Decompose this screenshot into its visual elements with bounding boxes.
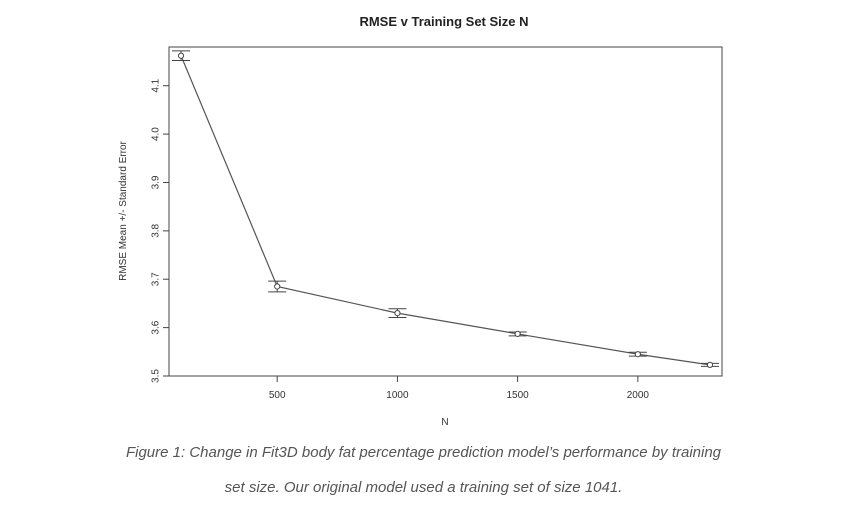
y-tick-label: 3.5 xyxy=(151,369,162,383)
data-point xyxy=(394,310,401,317)
x-axis-label: N xyxy=(441,417,448,428)
rmse-chart: RMSE v Training Set Size N 3.53.63.73.83… xyxy=(118,14,723,428)
x-tick-label: 2000 xyxy=(627,390,650,401)
x-tick-label: 1000 xyxy=(386,390,409,401)
data-point xyxy=(274,283,281,290)
plot-area-frame xyxy=(168,46,723,377)
y-axis-label: RMSE Mean +/- Standard Error xyxy=(118,140,129,280)
data-point xyxy=(706,361,714,368)
y-tick-label: 3.6 xyxy=(151,320,162,334)
data-point xyxy=(634,351,641,358)
figure-caption-line-2: set size. Our original model used a trai… xyxy=(224,479,623,496)
figure-caption-line-1: Figure 1: Change in Fit3D body fat perce… xyxy=(125,444,722,461)
data-point xyxy=(514,330,521,338)
x-axis: 500 1000 1500 2000 xyxy=(269,376,650,401)
x-tick-label: 1500 xyxy=(507,390,530,401)
y-tick-label: 3.8 xyxy=(151,223,162,237)
series-line xyxy=(180,55,711,366)
x-tick-label: 500 xyxy=(269,390,286,401)
y-tick-label: 3.9 xyxy=(151,175,162,189)
y-tick-label: 4.1 xyxy=(151,78,162,92)
chart-title: RMSE v Training Set Size N xyxy=(359,14,528,29)
y-tick-label: 4.0 xyxy=(151,127,162,141)
y-axis: 3.5 3.6 3.7 3.8 3.9 4.0 4.1 xyxy=(151,78,169,383)
series-layer xyxy=(172,50,719,368)
data-point xyxy=(177,52,185,59)
y-tick-label: 3.7 xyxy=(151,272,162,286)
